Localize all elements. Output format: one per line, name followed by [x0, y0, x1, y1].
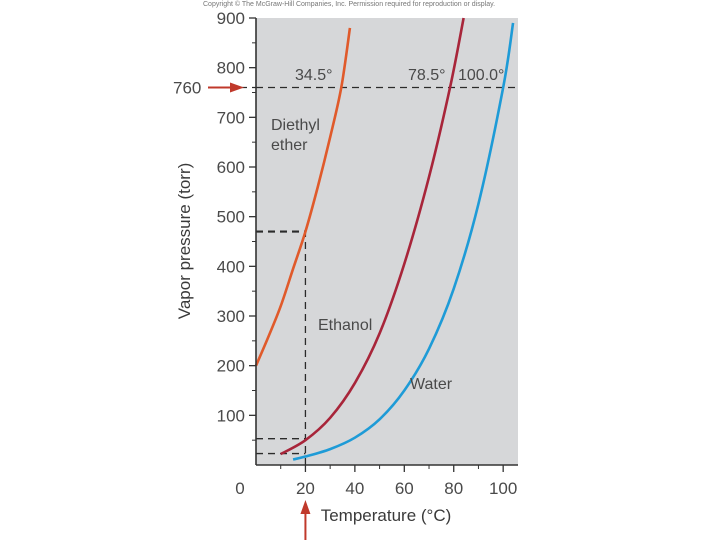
y-tick-label: 600 [217, 158, 245, 177]
x-tick-label: 0 [235, 479, 244, 498]
y-tick-label: 200 [217, 357, 245, 376]
x-tick-label: 40 [345, 479, 364, 498]
series-line-diethyl-ether [254, 27, 352, 367]
series-label-line: Diethyl [271, 117, 320, 134]
arrow-20-head [300, 500, 311, 514]
x-tick-label: 60 [395, 479, 414, 498]
x-axis-title: Temperature (°C) [321, 506, 452, 525]
y-tick-label: 100 [217, 406, 245, 425]
y-tick-label: 900 [217, 9, 245, 28]
series-label: Diethyl ether [271, 117, 320, 154]
labels: 100 200 300 400 500 600 700 800 900 0 20 40 60 80 100 D… [173, 9, 517, 540]
copyright-text: Copyright © The McGraw-Hill Companies, I… [203, 0, 495, 8]
y-tick-label: 800 [217, 59, 245, 78]
y-tick-label: 300 [217, 307, 245, 326]
y-tick-label: 500 [217, 208, 245, 227]
series-label: Ethanol [318, 317, 372, 334]
x-tick-label: 20 [296, 479, 315, 498]
x-tick-label: 80 [444, 479, 463, 498]
arrow-760-head [230, 82, 244, 93]
series-line-water [292, 22, 515, 461]
plot-area [256, 18, 518, 465]
reference-760-label: 760 [173, 79, 201, 98]
series-label-line: ether [271, 137, 308, 154]
boiling-point-label: 78.5° [408, 67, 446, 84]
y-axis-title: Vapor pressure (torr) [175, 163, 194, 320]
boiling-point-label: 34.5° [295, 67, 333, 84]
boiling-point-label: 100.0° [458, 67, 504, 84]
series-label-line: Water [410, 376, 453, 393]
series-line-ethanol [280, 17, 465, 456]
series-label-line: Ethanol [318, 317, 372, 334]
x-tick-label: 100 [489, 479, 517, 498]
axes [249, 17, 518, 472]
y-tick-label: 400 [217, 257, 245, 276]
y-tick-label: 700 [217, 108, 245, 127]
series-label: Water [410, 376, 453, 393]
series-layer [254, 17, 515, 461]
